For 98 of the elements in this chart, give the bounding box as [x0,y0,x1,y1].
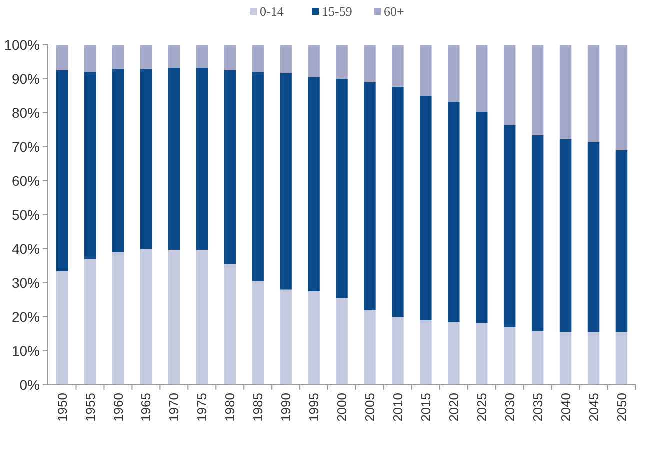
bar [392,45,404,87]
x-tick-label: 1975 [194,393,210,422]
bar [252,281,264,385]
x-tick-label: 2000 [334,393,350,422]
bar [504,327,516,385]
y-tick-label: 50% [12,206,40,223]
y-tick-label: 20% [12,308,40,325]
y-tick-label: 70% [12,138,40,155]
bar [140,45,152,69]
bar [476,323,488,385]
bar [560,139,572,332]
bar [560,45,572,140]
bar [280,73,292,290]
bar [308,45,320,78]
x-tick-label: 1990 [278,393,294,422]
y-tick-label: 60% [12,172,40,189]
bar [420,320,432,385]
y-tick-label: 80% [12,104,40,121]
x-tick-label: 1970 [166,393,182,422]
bar [196,68,208,250]
bar [112,45,124,69]
y-tick-label: 90% [12,70,40,87]
bar [280,45,292,74]
x-tick-label: 2045 [586,393,602,422]
bar [420,45,432,96]
bar [588,332,600,385]
bar [336,45,348,79]
y-tick-label: 40% [12,240,40,257]
bar [532,331,544,385]
bar [308,77,320,292]
bar [392,86,404,317]
bar [224,264,236,385]
bar [448,102,460,322]
x-tick-label: 2005 [362,393,378,422]
bar [168,250,180,385]
x-tick-label: 2035 [530,393,546,422]
bar [140,249,152,385]
bar [364,82,376,310]
legend-label: 15-59 [322,4,352,19]
x-tick-label: 2010 [390,393,406,422]
x-tick-label: 1955 [82,393,98,422]
y-tick-label: 0% [20,376,40,393]
bar [84,259,96,385]
bar [168,68,180,250]
x-tick-label: 2020 [446,393,462,422]
y-tick-label: 10% [12,342,40,359]
bar [84,72,96,260]
bar [336,298,348,385]
bar [588,45,600,142]
x-tick-label: 2050 [614,393,630,422]
x-tick-label: 2015 [418,393,434,422]
bar [280,290,292,385]
bar [112,68,124,252]
x-tick-label: 1965 [138,393,154,422]
x-tick-label: 1985 [250,393,266,422]
legend-label: 60+ [384,4,404,19]
bar [364,45,376,82]
bar [504,45,516,126]
x-tick-label: 2040 [558,393,574,422]
bar [532,135,544,332]
bar [336,79,348,298]
x-tick-label: 1995 [306,393,322,422]
bar [56,45,68,70]
bar [112,252,124,385]
bar [448,45,460,102]
bar [588,142,600,332]
bar [224,70,236,264]
x-tick-label: 2030 [502,393,518,422]
bar [252,45,264,72]
bar [168,45,180,68]
bar [476,112,488,324]
bar [616,150,628,332]
bar [56,271,68,385]
bar [56,70,68,272]
bar [196,45,208,68]
bar [224,45,236,70]
bar [84,45,96,72]
bar [616,45,628,150]
bar [252,72,264,282]
bar [140,68,152,249]
x-tick-label: 2025 [474,393,490,422]
y-tick-label: 100% [4,36,40,53]
bar [448,322,460,385]
bar [196,250,208,385]
bar [476,45,488,112]
y-tick-label: 30% [12,274,40,291]
bar [560,332,572,385]
x-tick-label: 1950 [54,393,70,422]
bar [532,45,544,136]
bar [392,317,404,385]
bar [616,332,628,385]
x-tick-label: 1960 [110,393,126,422]
bar [420,96,432,320]
x-tick-label: 1980 [222,393,238,422]
bar [364,310,376,385]
legend-label: 0-14 [260,4,284,19]
bar [308,292,320,385]
bar [504,125,516,328]
